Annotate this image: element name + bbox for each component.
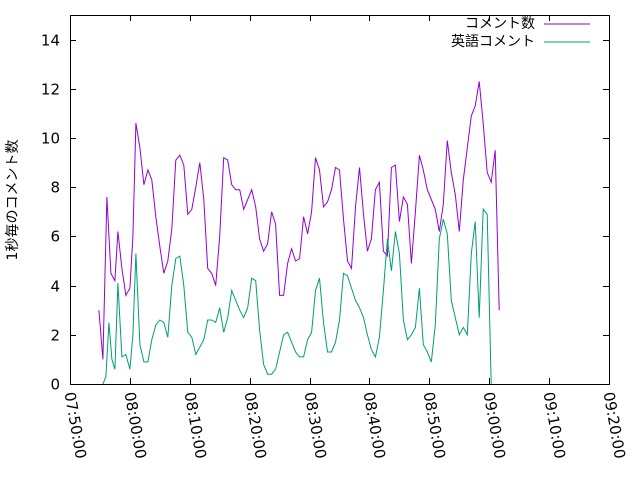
y-tick-label: 8 xyxy=(50,179,60,197)
legend-label-english: 英語コメント xyxy=(451,33,535,50)
y-tick-label: 2 xyxy=(50,327,60,345)
legend: コメント数 英語コメント xyxy=(451,16,590,50)
y-tick-label: 4 xyxy=(50,278,60,296)
plot-frame xyxy=(70,15,610,385)
series-line-0 xyxy=(98,81,500,360)
series-layer xyxy=(98,81,500,385)
y-tick-label: 10 xyxy=(41,130,60,148)
y-tick-label: 6 xyxy=(50,228,60,246)
legend-label-comments: コメント数 xyxy=(465,16,535,32)
y-tick-label: 12 xyxy=(41,81,60,99)
y-tick-label: 14 xyxy=(41,32,60,50)
y-tick-label: 0 xyxy=(50,376,60,394)
y-axis-title: 1秒毎のコメント数 xyxy=(5,140,21,261)
series-line-1 xyxy=(102,207,492,385)
